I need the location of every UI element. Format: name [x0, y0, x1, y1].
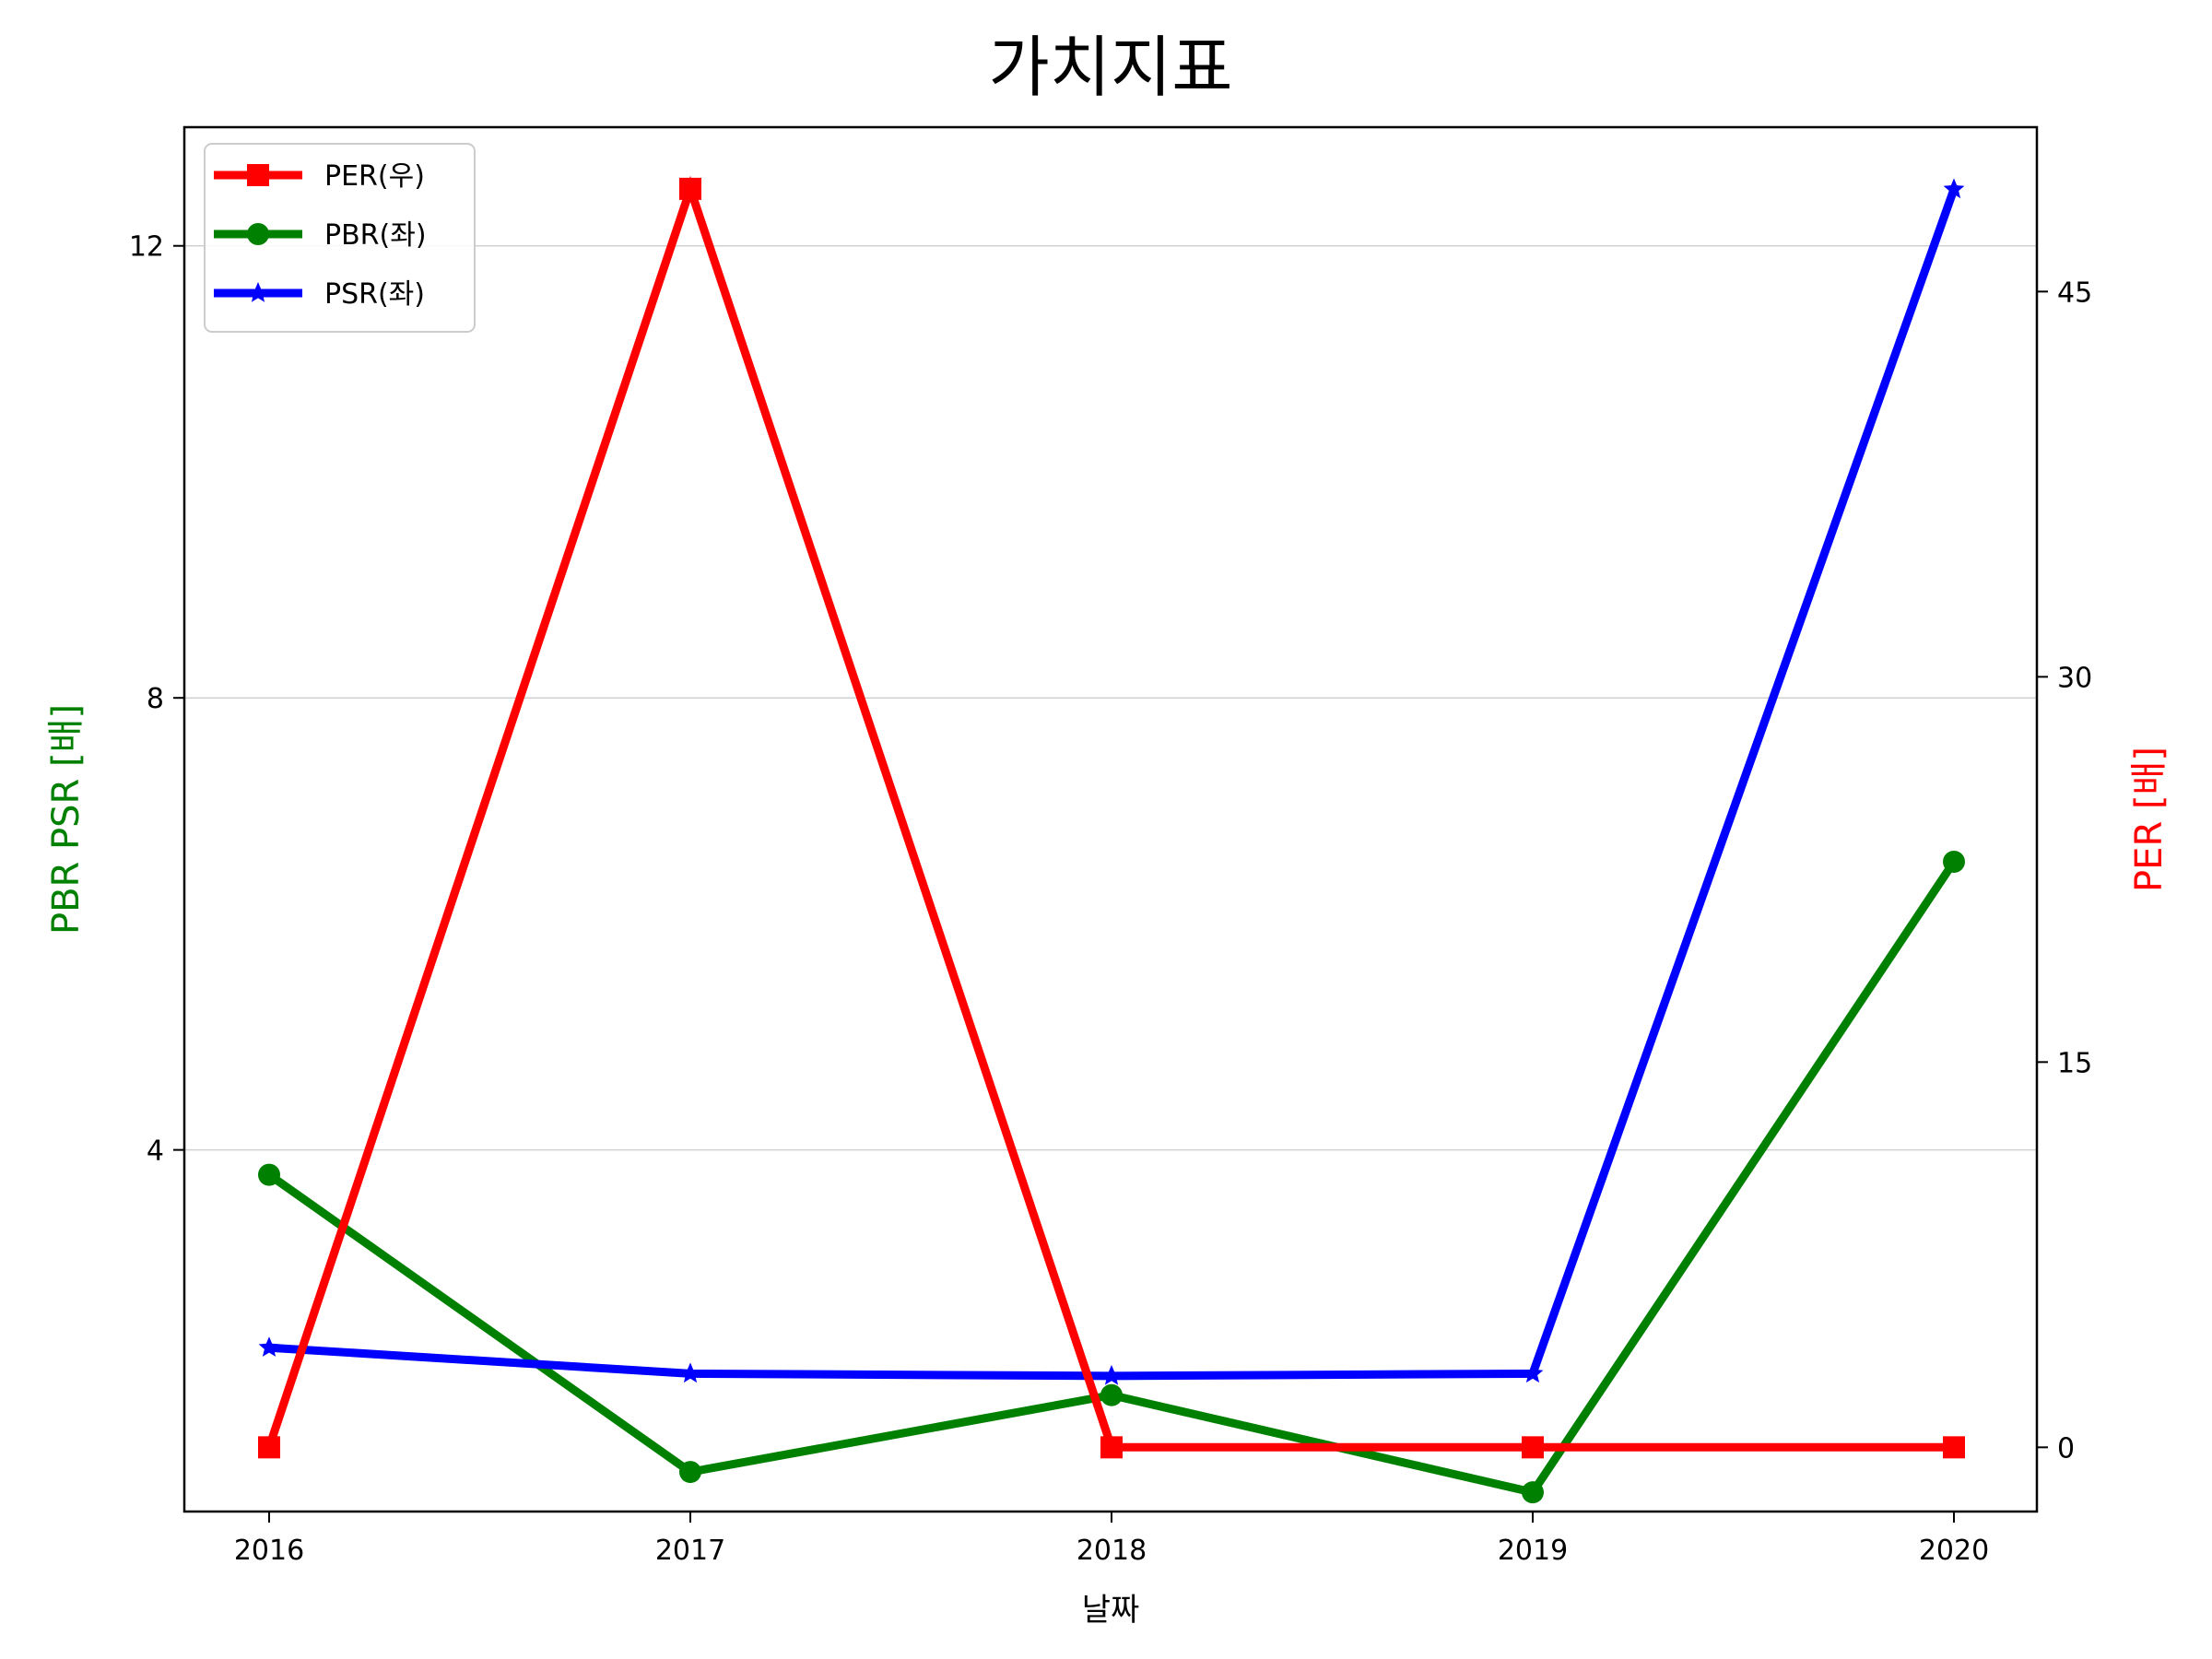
y-axis-right-title: PER [배] [2128, 747, 2171, 892]
point-pbr-2020 [1943, 850, 1965, 873]
series-per [258, 175, 1965, 1459]
point-per-2017 [679, 177, 701, 200]
y-right-tick-label-30: 30 [2057, 662, 2092, 694]
legend-frame [204, 143, 476, 333]
legend-marker-per [247, 164, 269, 186]
point-per-2018 [1100, 1436, 1123, 1459]
legend-item-per: PER(우) [214, 160, 425, 193]
x-tick-label-2020: 2020 [1919, 1535, 1989, 1567]
y-axis-left-title: PBR PSR [배] [45, 704, 88, 935]
legend-label-psr: PSR(좌) [324, 278, 425, 311]
legend-item-pbr: PBR(좌) [214, 219, 427, 252]
series-pbr [258, 850, 1965, 1504]
x-tick-label-2017: 2017 [655, 1535, 725, 1567]
series-line-per [265, 175, 1954, 1452]
y-left-tick-label-8: 8 [147, 683, 164, 715]
axes: 4 8 12 0 15 30 45 2016 2017 2018 2019 2020 [129, 231, 2092, 1567]
series-layer [258, 175, 1965, 1504]
legend-item-psr: PSR(좌) [214, 278, 425, 311]
legend: PER(우) PBR(좌) PSR(좌) [204, 143, 476, 333]
legend-marker-psr [247, 282, 269, 302]
y-right-tick-label-15: 15 [2057, 1047, 2092, 1079]
legend-label-pbr: PBR(좌) [324, 219, 427, 252]
point-pbr-2016 [258, 1163, 280, 1186]
legend-marker-pbr [247, 223, 269, 245]
point-pbr-2019 [1522, 1481, 1544, 1504]
x-tick-label-2019: 2019 [1498, 1535, 1568, 1567]
legend-label-per: PER(우) [324, 160, 425, 193]
chart-title: 가치지표 [989, 29, 1233, 106]
series-psr [258, 178, 1965, 1385]
x-tick-label-2016: 2016 [234, 1535, 304, 1567]
grid-lines [184, 244, 2037, 1151]
plot-frame [182, 125, 2039, 1513]
y-right-tick-label-45: 45 [2057, 276, 2092, 309]
x-tick-label-2018: 2018 [1077, 1535, 1147, 1567]
point-per-2020 [1943, 1436, 1965, 1459]
point-psr-2018 [1100, 1364, 1123, 1385]
y-left-tick-label-4: 4 [147, 1135, 164, 1168]
point-per-2019 [1522, 1436, 1544, 1459]
series-line-psr [268, 187, 1959, 1381]
point-psr-2020 [1943, 178, 1965, 199]
x-axis-title: 날짜 [1082, 1592, 1140, 1629]
point-pbr-2017 [679, 1461, 701, 1484]
point-psr-2017 [679, 1362, 701, 1383]
point-pbr-2018 [1100, 1383, 1123, 1406]
y-right-tick-label-0: 0 [2057, 1432, 2075, 1465]
point-per-2016 [258, 1436, 280, 1459]
y-left-tick-label-12: 12 [129, 231, 164, 264]
point-psr-2016 [258, 1336, 280, 1357]
point-psr-2019 [1522, 1362, 1544, 1383]
